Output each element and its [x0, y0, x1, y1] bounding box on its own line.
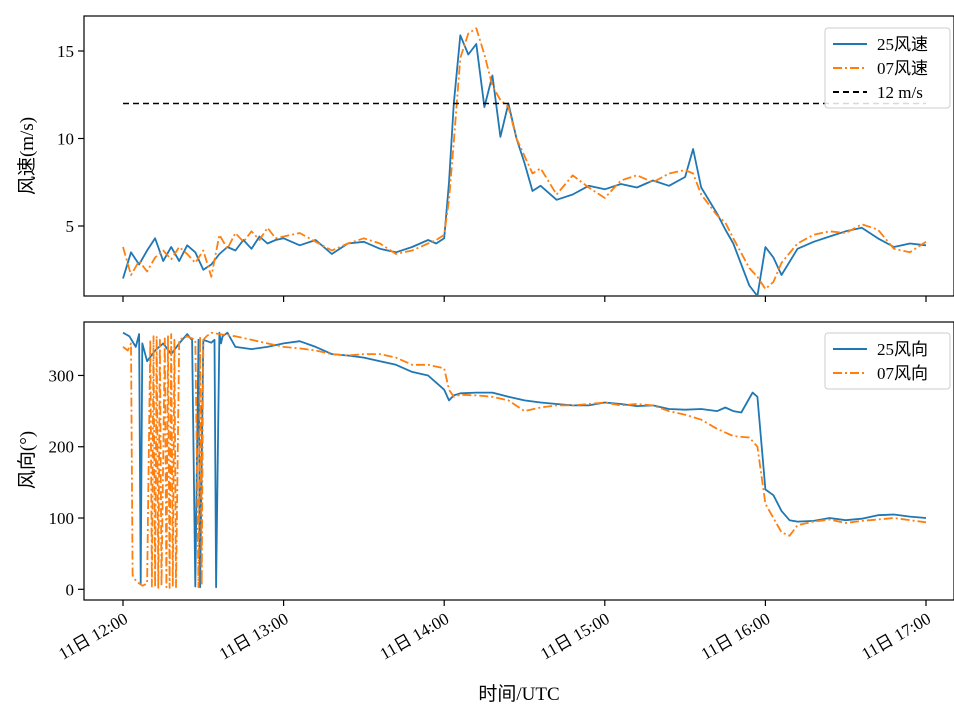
top-ytick-label: 15	[57, 42, 74, 61]
top-legend-label: 25风速	[877, 35, 928, 54]
top-y-axis-label: 风速(m/s)	[16, 117, 38, 195]
series-line-top-0	[122, 34, 927, 296]
bottom-plot-frame	[83, 321, 954, 601]
xtick-label: 11日 17:00	[858, 609, 934, 664]
series-line-bottom-1	[122, 331, 927, 589]
top-legend-label: 07风速	[877, 59, 928, 78]
top-legend-label: 12 m/s	[877, 83, 923, 102]
x-axis-label: 时间/UTC	[478, 683, 559, 704]
xtick-label: 11日 14:00	[377, 609, 453, 664]
bottom-panel: 0 100 200 300 11日 12:00 11日 13:00 11日 14:00 11…	[16, 321, 954, 704]
bottom-legend-box	[824, 332, 951, 390]
xtick-label: 11日 16:00	[698, 609, 774, 664]
series-line-top-1	[122, 27, 927, 290]
bottom-legend-label: 25风向	[877, 340, 928, 359]
top-panel: 5 10 15 风速(m/s) 25风速 07风速 12 m/s	[16, 15, 954, 302]
bottom-ytick-label: 200	[49, 438, 75, 457]
series-line-bottom-0	[122, 331, 927, 589]
top-ytick-label: 5	[66, 217, 75, 236]
bottom-y-axis-label: 风向(°)	[16, 431, 38, 489]
top-ytick-label: 10	[57, 130, 74, 149]
bottom-ytick-label: 300	[49, 366, 75, 385]
xtick-label: 11日 13:00	[216, 609, 292, 664]
bottom-legend-label: 07风向	[877, 364, 928, 383]
top-plot-frame	[83, 15, 954, 297]
xtick-label: 11日 15:00	[537, 609, 613, 664]
xtick-label: 11日 12:00	[55, 609, 131, 664]
bottom-ytick-label: 0	[66, 580, 75, 599]
top-legend-box	[824, 27, 951, 109]
bottom-ytick-label: 100	[49, 509, 75, 528]
